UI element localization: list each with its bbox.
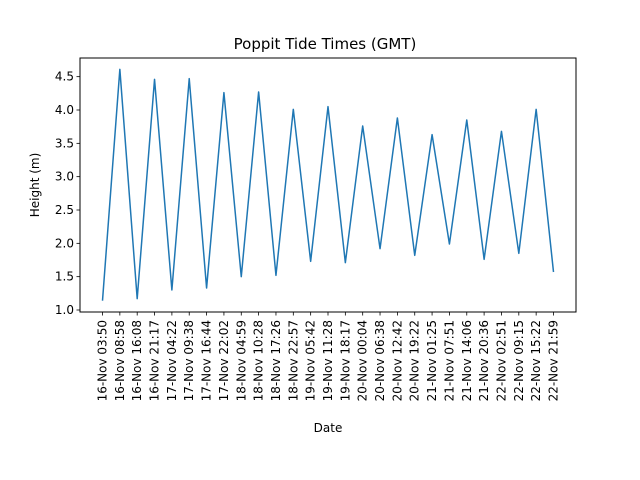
- x-tick-label: 18-Nov 17:26: [269, 320, 283, 401]
- y-tick-label: 2.5: [55, 203, 74, 217]
- x-tick-label: 16-Nov 21:17: [148, 320, 162, 401]
- x-tick-label: 17-Nov 16:44: [200, 320, 214, 401]
- x-tick-label: 19-Nov 11:28: [321, 320, 335, 401]
- x-axis-label: Date: [314, 421, 343, 435]
- x-axis-ticks: 16-Nov 03:50 16-Nov 08:58 16-Nov 16:08 16-N…: [96, 312, 561, 401]
- x-tick-label: 17-Nov 04:22: [165, 320, 179, 401]
- y-axis-ticks: 1.0 1.5 2.0 2.5 3.0 3.5 4.0 4.5: [55, 70, 80, 317]
- y-tick-label: 3.5: [55, 136, 74, 150]
- x-tick-label: 19-Nov 05:42: [304, 320, 318, 401]
- x-tick-label: 21-Nov 20:36: [477, 320, 491, 401]
- y-tick-label: 1.0: [55, 303, 74, 317]
- x-tick-label: 16-Nov 08:58: [113, 320, 127, 401]
- x-tick-label: 18-Nov 10:28: [252, 320, 266, 401]
- x-tick-label: 21-Nov 14:06: [460, 320, 474, 401]
- x-tick-label: 22-Nov 02:51: [494, 320, 508, 401]
- x-tick-label: 20-Nov 00:04: [356, 320, 370, 401]
- x-tick-label: 18-Nov 04:59: [234, 320, 248, 401]
- chart-title: Poppit Tide Times (GMT): [234, 35, 417, 53]
- x-tick-label: 22-Nov 21:59: [547, 320, 561, 401]
- x-tick-label: 18-Nov 22:57: [286, 320, 300, 401]
- x-tick-label: 21-Nov 01:25: [425, 320, 439, 401]
- x-tick-label: 22-Nov 15:22: [529, 320, 543, 401]
- x-tick-label: 20-Nov 12:42: [390, 320, 404, 401]
- y-tick-label: 4.0: [55, 103, 74, 117]
- x-tick-label: 21-Nov 07:51: [442, 320, 456, 401]
- x-tick-label: 16-Nov 03:50: [96, 320, 110, 401]
- y-tick-label: 2.0: [55, 236, 74, 250]
- x-tick-label: 17-Nov 22:02: [217, 320, 231, 401]
- x-tick-label: 19-Nov 18:17: [338, 320, 352, 401]
- x-tick-label: 20-Nov 19:22: [408, 320, 422, 401]
- y-axis-label: Height (m): [28, 153, 42, 218]
- y-tick-label: 3.0: [55, 170, 74, 184]
- x-tick-label: 16-Nov 16:08: [130, 320, 144, 401]
- y-tick-label: 4.5: [55, 70, 74, 84]
- x-tick-label: 17-Nov 09:38: [182, 320, 196, 401]
- plot-frame: [79, 57, 577, 313]
- y-tick-label: 1.5: [55, 270, 74, 284]
- x-tick-label: 20-Nov 06:38: [373, 320, 387, 401]
- series-line: [101, 68, 555, 301]
- x-tick-label: 22-Nov 09:15: [512, 320, 526, 401]
